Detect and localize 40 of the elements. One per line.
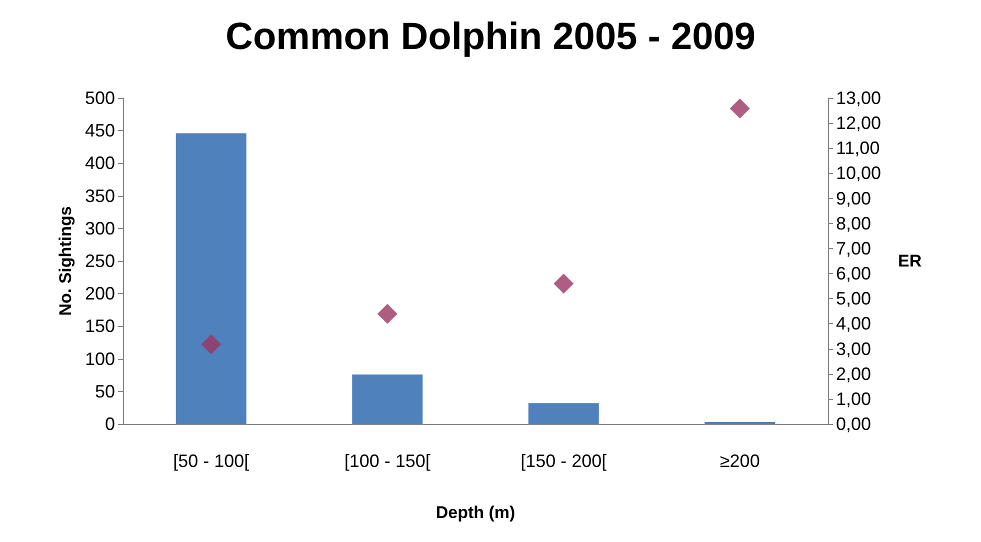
x-tick-label: [100 - 150[ — [344, 451, 430, 471]
bar — [352, 374, 423, 424]
y2-tick-label: 1,00 — [836, 388, 872, 409]
y-tick-label: 250 — [84, 251, 115, 271]
y-tick-label: 300 — [84, 218, 115, 238]
y2-tick-label: 2,00 — [836, 364, 872, 384]
y2-tick-label: 11,00 — [836, 138, 880, 158]
y-tick-label: 150 — [84, 316, 115, 336]
bar — [176, 133, 246, 424]
y-tick-label: 100 — [84, 348, 115, 369]
chart-title: Common Dolphin 2005 - 2009 — [225, 16, 756, 58]
y-axis-title: No. Sightings — [56, 206, 76, 316]
y-tick-label: 400 — [84, 153, 115, 174]
y2-tick-label: 8,00 — [836, 213, 872, 234]
y2-axis-title: ER — [898, 252, 922, 270]
bar — [528, 403, 599, 424]
y2-tick-label: 0,00 — [836, 414, 872, 434]
y2-tick-label: 6,00 — [836, 264, 872, 284]
y2-tick-label: 12,00 — [836, 113, 882, 134]
point — [554, 274, 574, 294]
y-tick-label: 0 — [104, 414, 115, 434]
y2-tick-label: 9,00 — [836, 188, 872, 208]
y2-tick-label: 5,00 — [836, 288, 872, 309]
y-tick-label: 500 — [84, 88, 115, 108]
point — [201, 334, 222, 354]
y2-tick-label: 13,00 — [836, 88, 882, 108]
y-tick-label: 450 — [84, 120, 115, 141]
y2-tick-label: 4,00 — [836, 314, 872, 334]
x-tick-label: [50 - 100[ — [173, 451, 250, 471]
x-tick-label: ≥200 — [720, 451, 760, 471]
y2-tick-label: 7,00 — [836, 238, 872, 258]
y-tick-label: 350 — [84, 186, 115, 206]
y2-tick-label: 3,00 — [836, 338, 872, 359]
y-tick-label: 50 — [94, 381, 115, 402]
point — [377, 304, 398, 324]
x-axis-title: Depth (m) — [436, 503, 516, 522]
y-tick-label: 200 — [84, 284, 115, 304]
y2-tick-label: 10,00 — [836, 163, 882, 184]
point — [730, 98, 750, 119]
x-tick-label: [150 - 200[ — [520, 451, 607, 471]
